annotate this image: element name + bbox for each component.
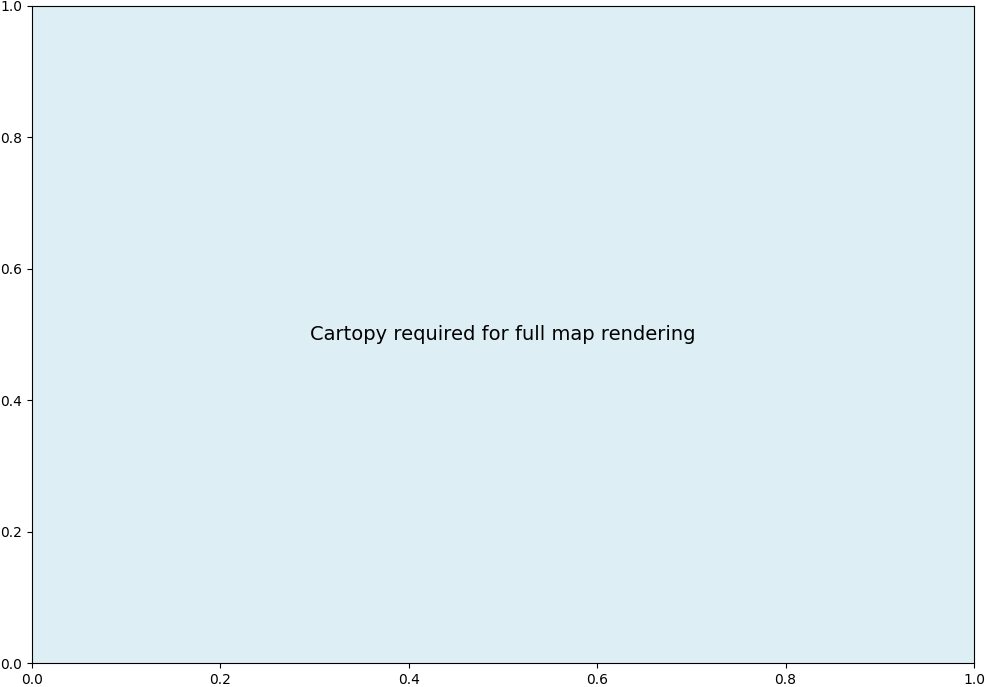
Text: Cartopy required for full map rendering: Cartopy required for full map rendering bbox=[310, 325, 695, 344]
